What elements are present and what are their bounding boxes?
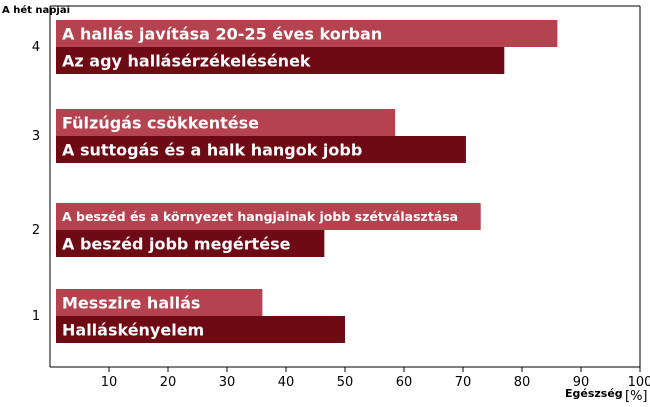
- bar-top-3: [56, 109, 396, 136]
- x-tick-label-20: 20: [160, 375, 177, 390]
- bar-bottom-1: [56, 316, 345, 343]
- bar-top-4: [56, 20, 558, 47]
- x-axis-unit: [%]: [625, 389, 648, 404]
- category-label-2: 2: [32, 223, 40, 238]
- bar-label-bottom-4: Az agy hallásérzékelésének: [62, 51, 311, 70]
- x-tick-label-70: 70: [455, 375, 472, 390]
- x-tick-label-50: 50: [337, 375, 354, 390]
- x-tick-label-80: 80: [514, 375, 531, 390]
- bar-label-top-3: Fülzúgás csökkentése: [62, 113, 259, 132]
- bar-bottom-2: [56, 230, 325, 257]
- bar-bottom-3: [56, 136, 466, 163]
- bar-label-top-2: A beszéd és a környezet hangjainak jobb …: [62, 209, 458, 224]
- x-axis-title: Egészség: [565, 387, 623, 400]
- x-tick-label-90: 90: [573, 375, 590, 390]
- bar-label-top-1: Messzire hallás: [62, 293, 200, 312]
- x-tick-label-100: 100: [628, 375, 650, 390]
- category-label-4: 4: [32, 40, 40, 55]
- y-axis-title: A hét napjai: [2, 4, 70, 16]
- bar-bottom-4: [56, 47, 505, 74]
- bar-top-2: [56, 203, 481, 230]
- bar-label-bottom-2: A beszéd jobb megértése: [62, 234, 291, 253]
- x-tick-label-10: 10: [101, 375, 118, 390]
- chart-marks: 1 Messzire hallás Halláskényelem 2 A beszéd …: [32, 20, 650, 390]
- bar-label-bottom-1: Halláskényelem: [62, 320, 204, 339]
- category-label-1: 1: [32, 309, 40, 324]
- x-tick-label-40: 40: [278, 375, 295, 390]
- category-label-3: 3: [32, 129, 40, 144]
- bar-top-1: [56, 289, 263, 316]
- bar-label-top-4: A hallás javítása 20-25 éves korban: [62, 24, 382, 43]
- x-tick-label-60: 60: [396, 375, 413, 390]
- x-tick-label-30: 30: [219, 375, 236, 390]
- bar-label-bottom-3: A suttogás és a halk hangok jobb: [62, 140, 362, 159]
